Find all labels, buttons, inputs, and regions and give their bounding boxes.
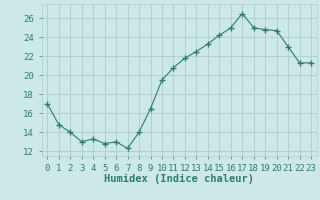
X-axis label: Humidex (Indice chaleur): Humidex (Indice chaleur) xyxy=(104,174,254,184)
